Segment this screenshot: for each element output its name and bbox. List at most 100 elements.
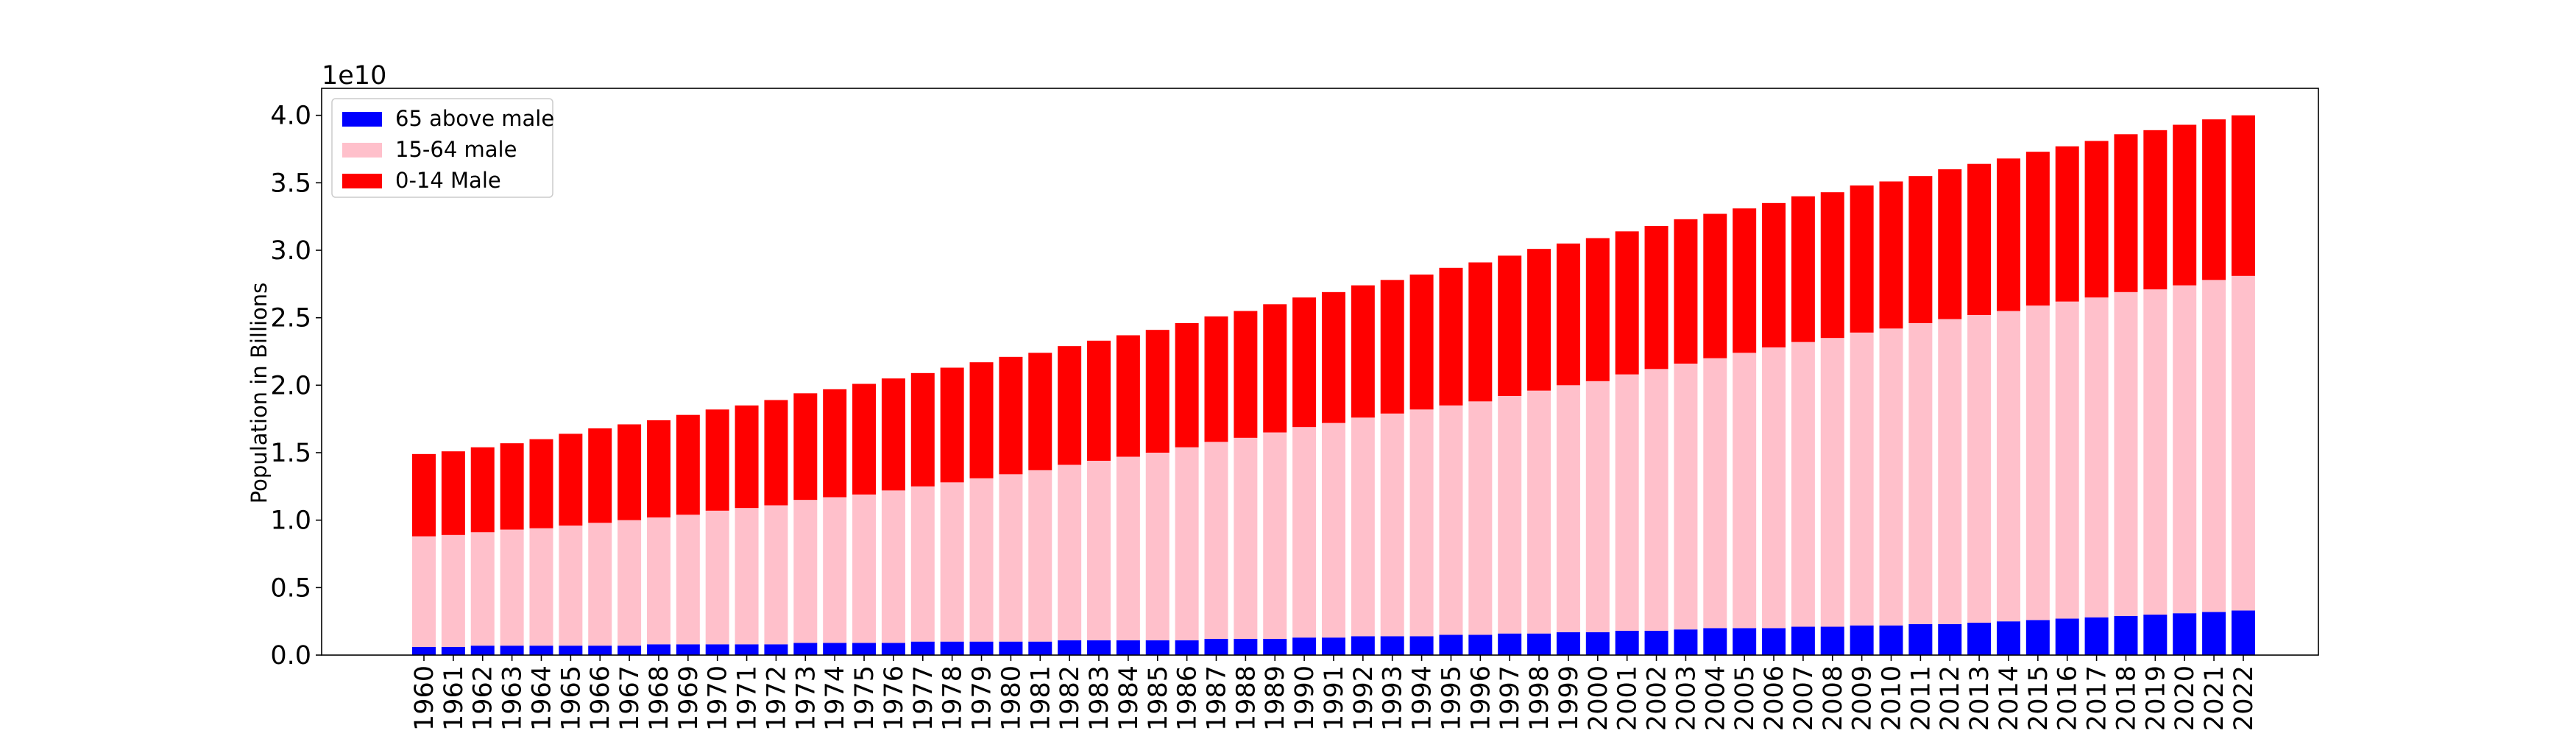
bar-0-14-male-2011: [1908, 176, 1933, 323]
bar-0-14-male-1976: [881, 378, 905, 491]
bar-15-64-male-2003: [1674, 364, 1698, 630]
bar-15-64-male-1989: [1263, 432, 1287, 639]
x-tick-label-1995: 1995: [1437, 665, 1466, 731]
bar-15-64-male-1984: [1116, 456, 1140, 640]
bar-65-above-male-2021: [2202, 612, 2226, 655]
x-tick-label-1986: 1986: [1173, 665, 1203, 731]
legend-swatch-0-14-male: [342, 174, 382, 188]
bar-15-64-male-1987: [1204, 442, 1228, 639]
bar-0-14-male-2014: [1996, 158, 2020, 311]
bar-65-above-male-2013: [1967, 623, 1992, 655]
bar-65-above-male-1975: [852, 643, 877, 655]
bar-65-above-male-2015: [2025, 620, 2050, 655]
bar-0-14-male-1994: [1409, 275, 1434, 410]
bar-15-64-male-1961: [441, 534, 465, 647]
x-tick-label-2021: 2021: [2200, 665, 2229, 731]
bar-0-14-male-2019: [2143, 130, 2168, 290]
x-tick-label-1994: 1994: [1408, 665, 1437, 731]
y-tick-label: 4.0: [270, 102, 311, 131]
y-scale-label: 1e10: [322, 61, 386, 91]
bar-65-above-male-1978: [940, 641, 964, 655]
bar-65-above-male-2016: [2055, 618, 2079, 655]
bar-0-14-male-2018: [2114, 134, 2138, 292]
bar-15-64-male-1979: [969, 478, 994, 642]
bar-0-14-male-2009: [1850, 185, 1874, 333]
bar-15-64-male-1995: [1439, 405, 1463, 635]
bars-layer: [412, 115, 2255, 655]
legend-swatch-15-64-male: [342, 143, 382, 158]
bar-15-64-male-2017: [2084, 297, 2109, 618]
bar-15-64-male-1969: [676, 515, 700, 645]
x-tick-label-1969: 1969: [674, 665, 704, 731]
bar-15-64-male-1986: [1175, 447, 1199, 640]
bar-65-above-male-1988: [1234, 639, 1258, 655]
bar-15-64-male-1997: [1498, 396, 1522, 634]
bar-0-14-male-2006: [1762, 202, 1786, 347]
x-tick-label-1980: 1980: [997, 665, 1026, 731]
bar-15-64-male-2010: [1879, 328, 1903, 626]
bar-65-above-male-1986: [1175, 640, 1199, 655]
bar-0-14-male-2003: [1674, 219, 1698, 364]
bar-15-64-male-2021: [2202, 280, 2226, 612]
bar-15-64-male-2002: [1644, 369, 1669, 631]
bar-15-64-male-1976: [881, 490, 905, 643]
bar-65-above-male-1995: [1439, 634, 1463, 655]
bar-65-above-male-2012: [1938, 623, 1962, 655]
bar-65-above-male-1972: [764, 644, 788, 655]
bar-0-14-male-1997: [1498, 255, 1522, 396]
bar-0-14-male-1987: [1204, 316, 1228, 442]
bar-0-14-male-1981: [1028, 353, 1052, 470]
bar-0-14-male-2022: [2231, 115, 2255, 276]
bar-65-above-male-1987: [1204, 639, 1228, 655]
bar-15-64-male-1985: [1145, 453, 1170, 640]
bar-65-above-male-1999: [1556, 632, 1580, 655]
bar-0-14-male-1986: [1175, 323, 1199, 448]
bar-0-14-male-1978: [940, 367, 964, 483]
y-tick-label: 0.0: [270, 641, 311, 671]
bar-65-above-male-1991: [1321, 637, 1345, 655]
bar-65-above-male-1993: [1380, 636, 1404, 655]
x-tick-label-1978: 1978: [938, 665, 968, 731]
x-tick-label-1998: 1998: [1525, 665, 1554, 731]
x-tick-label-1970: 1970: [704, 665, 733, 731]
bar-0-14-male-1996: [1468, 262, 1493, 402]
bar-65-above-male-1974: [823, 643, 847, 655]
x-tick-label-2019: 2019: [2141, 665, 2170, 731]
x-tick-label-1993: 1993: [1379, 665, 1408, 731]
bar-65-above-male-1976: [881, 643, 905, 655]
bar-65-above-male-1964: [529, 646, 553, 655]
bar-0-14-male-1984: [1116, 335, 1140, 457]
bar-15-64-male-1990: [1292, 427, 1317, 638]
y-tick-label: 3.5: [270, 169, 311, 198]
x-tick-label-2011: 2011: [1906, 665, 1936, 731]
x-tick-label-2014: 2014: [1995, 665, 2024, 731]
bar-15-64-male-2016: [2055, 301, 2079, 619]
legend: 65 above male 15-64 male 0-14 Male: [331, 98, 554, 198]
bar-15-64-male-1968: [646, 517, 670, 645]
bar-0-14-male-1985: [1145, 330, 1170, 453]
y-tick-label: 2.0: [270, 371, 311, 400]
bar-15-64-male-1981: [1028, 470, 1052, 642]
bar-15-64-male-1971: [735, 508, 759, 645]
x-tick-label-1987: 1987: [1202, 665, 1231, 731]
y-tick-label: 1.5: [270, 439, 311, 468]
bar-65-above-male-1981: [1028, 641, 1052, 655]
bar-65-above-male-1977: [910, 641, 935, 655]
bar-65-above-male-2004: [1703, 628, 1727, 655]
bar-0-14-male-2020: [2173, 124, 2197, 286]
bar-15-64-male-1960: [412, 536, 436, 647]
bar-15-64-male-1982: [1058, 464, 1082, 640]
bar-65-above-male-1968: [646, 644, 670, 655]
bar-0-14-male-1967: [618, 424, 642, 520]
bar-65-above-male-2020: [2173, 613, 2197, 655]
bar-65-above-male-2005: [1733, 628, 1757, 655]
bar-15-64-male-2011: [1908, 323, 1933, 624]
bar-0-14-male-1960: [412, 453, 436, 537]
bar-65-above-male-1990: [1292, 637, 1317, 655]
bar-0-14-male-2021: [2202, 119, 2226, 280]
bar-15-64-male-2014: [1996, 311, 2020, 622]
x-tick-label-2022: 2022: [2229, 665, 2259, 731]
x-tick-label-2009: 2009: [1848, 665, 1878, 731]
bar-65-above-male-1960: [412, 647, 436, 655]
